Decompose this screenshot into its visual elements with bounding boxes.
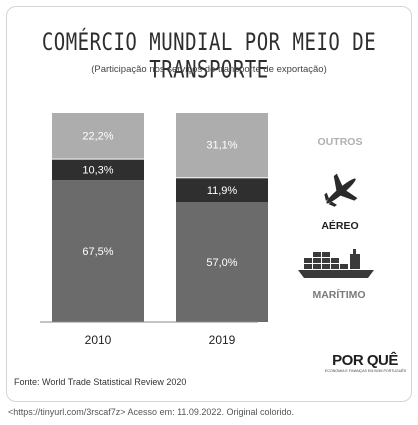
legend-maritimo: MARÍTIMO: [312, 289, 366, 301]
logo-tagline: ECONOMIA E FINANÇAS EM BOM PORTUGUÊS: [325, 369, 407, 373]
data-label-2019-outros: 31,1%: [206, 140, 237, 152]
chart-subtitle: (Participação nos serviços de transporte…: [91, 64, 327, 75]
legend-aereo: AÉREO: [321, 220, 359, 232]
image-caption: <https://tinyurl.com/3rscaf7z> Acesso em…: [8, 407, 294, 417]
legend-outros: OUTROS: [317, 136, 363, 148]
bar-segment-2019-outros: [176, 113, 268, 178]
category-label-2019: 2019: [209, 333, 236, 347]
data-label-2010-outros: 22,2%: [82, 130, 113, 142]
data-label-2010-marítimo: 67,5%: [82, 246, 113, 258]
data-label-2019-aéreo: 11,9%: [207, 185, 238, 197]
bar-segment-2010-marítimo: [52, 180, 144, 322]
ship-icon: [298, 249, 374, 278]
chart-title: COMÉRCIO MUNDIAL POR MEIO DE TRANSPORTE: [41, 28, 377, 84]
bar-segment-2019-aéreo: [176, 178, 268, 203]
chart-source: Fonte: World Trade Statistical Review 20…: [14, 377, 187, 387]
bar-segment-2010-outros: [52, 113, 144, 159]
data-label-2010-aéreo: 10,3%: [82, 164, 113, 176]
bar-segment-2010-aéreo: [52, 159, 144, 181]
logo-wordmark: POR QUÊ: [332, 352, 398, 369]
category-label-2010: 2010: [85, 333, 112, 347]
data-label-2019-marítimo: 57,0%: [206, 257, 237, 269]
porque-logo: POR QUÊ ECONOMIA E FINANÇAS EM BOM PORTU…: [325, 352, 407, 373]
bar-segment-2019-marítimo: [176, 202, 268, 322]
airplane-icon: [324, 173, 358, 207]
